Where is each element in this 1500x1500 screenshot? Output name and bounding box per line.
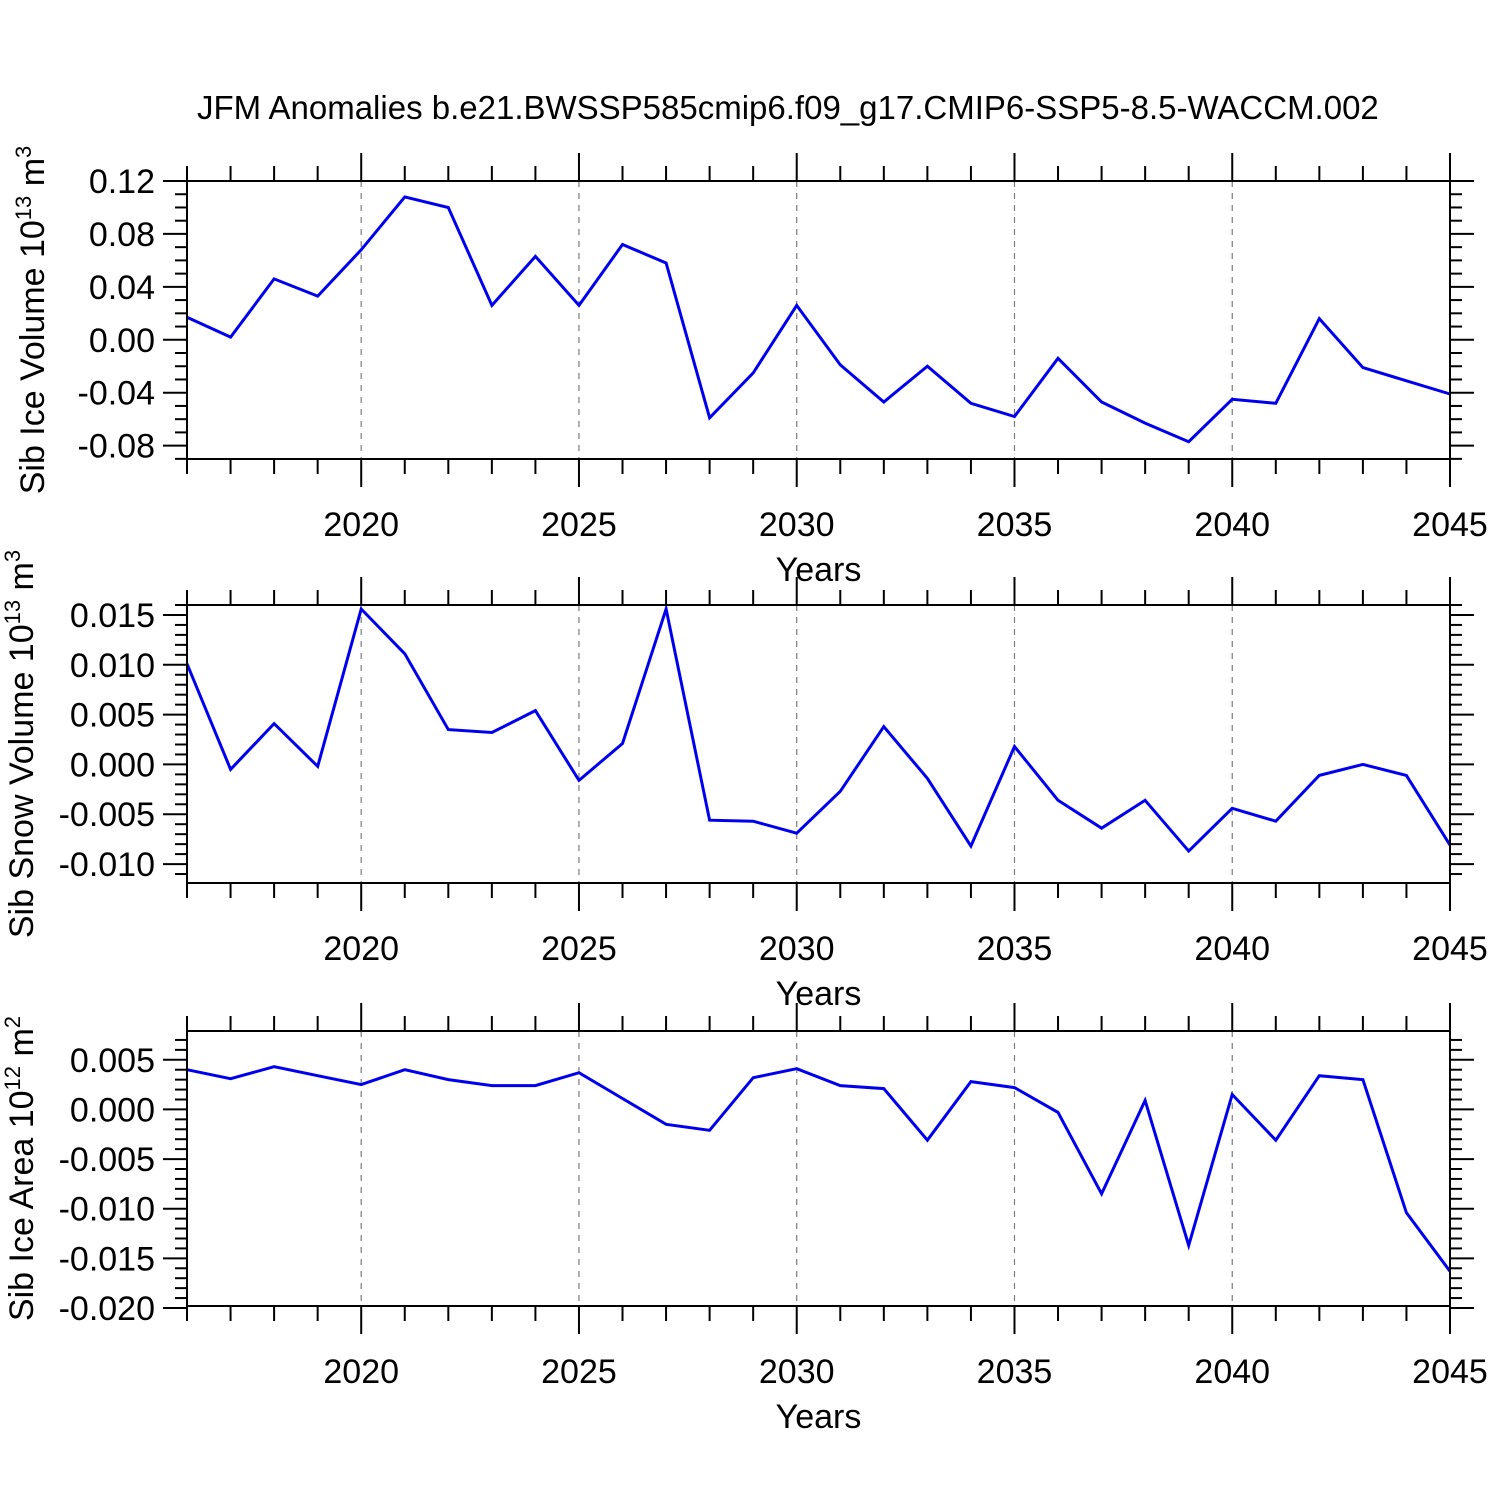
x-tick-label: 2035 [977,506,1053,544]
data-line-sib-ice-volume [186,195,1451,444]
y-axis-label-text: Sib Ice Area 10 [3,1090,41,1321]
y-tick-label: -0.010 [59,1191,155,1229]
y-tick-label: -0.010 [59,846,155,884]
x-tick-label: 2035 [977,930,1053,968]
y-tick-label: -0.04 [78,375,156,413]
y-tick-label: 0.000 [70,1091,155,1129]
y-axis-label-superscript: 13 [11,196,36,220]
y-tick-label: 0.12 [89,163,155,201]
x-axis-label: Years [776,1398,862,1436]
y-tick-label: -0.020 [59,1290,155,1328]
x-tick-label: 2020 [323,930,399,968]
data-line-sib-snow-volume [185,603,1452,854]
y-axis-label-superscript: 2 [0,1016,25,1028]
y-axis-label-text: Sib Snow Volume 10 [3,624,41,938]
y-axis-label-superscript: 13 [0,600,25,624]
x-tick-label: 2020 [323,1353,399,1391]
y-axis-label-text: m [14,158,52,196]
y-tick-label: 0.005 [70,697,155,735]
x-tick-label: 2040 [1194,1353,1270,1391]
axis-frame [186,1030,1451,1307]
y-axis-label-superscript: 3 [0,550,25,562]
x-tick-label: 2030 [759,930,835,968]
x-tick-label: 2045 [1412,930,1488,968]
x-tick-label: 2025 [541,930,617,968]
x-tick-label: 2045 [1412,506,1488,544]
y-tick-label: 0.04 [89,269,155,307]
y-axis-label-superscript: 3 [11,146,36,158]
x-tick-label: 2035 [977,1353,1053,1391]
y-axis-label-text: Sib Ice Volume 10 [14,220,52,494]
y-tick-label: -0.08 [78,428,156,466]
x-axis-label: Years [776,975,862,1013]
x-tick-label: 2025 [541,1353,617,1391]
panel-sib-snow-volume: 0.015 0.010 0.005 0.000 -0.005 -0.010 2020 2025… [0,550,1488,1013]
x-axis-label: Years [776,551,862,589]
axis-frame [186,180,1451,460]
y-axis-label-text: m [3,1028,41,1066]
y-tick-label: -0.005 [59,1141,155,1179]
x-tick-label: 2030 [759,506,835,544]
y-tick-label: 0.08 [89,216,155,254]
y-tick-label: 0.015 [70,597,155,635]
data-line-sib-ice-area [186,1065,1452,1273]
axis-frame [186,604,1451,884]
x-tick-label: 2025 [541,506,617,544]
plot-title: JFM Anomalies b.e21.BWSSP585cmip6.f09_g1… [197,89,1379,126]
y-tick-label: 0.005 [70,1042,155,1080]
y-axis-label-superscript: 12 [0,1066,25,1090]
y-tick-label: 0.010 [70,647,155,685]
x-tick-label: 2040 [1194,930,1270,968]
y-axis-label: Sib Ice Volume 1013 m3 [11,146,52,495]
y-axis-label-text: m [3,562,41,600]
x-tick-label: 2045 [1412,1353,1488,1391]
y-axis-label: Sib Snow Volume 1013 m3 [0,550,41,938]
y-tick-label: 0.00 [89,322,155,360]
x-tick-label: 2030 [759,1353,835,1391]
panel-sib-ice-volume: 0.12 0.08 0.04 0.00 -0.04 -0.08 2020 2025 2030 20… [11,146,1488,589]
y-tick-label: -0.015 [59,1240,155,1278]
x-tick-label: 2020 [323,506,399,544]
y-tick-label: -0.005 [59,796,155,834]
x-tick-label: 2040 [1194,506,1270,544]
y-axis-label: Sib Ice Area 1012 m2 [0,1016,41,1321]
panel-sib-ice-area: 0.005 0.000 -0.005 -0.010 -0.015 -0.020 2020 20… [0,1003,1488,1436]
y-tick-label: 0.000 [70,746,155,784]
